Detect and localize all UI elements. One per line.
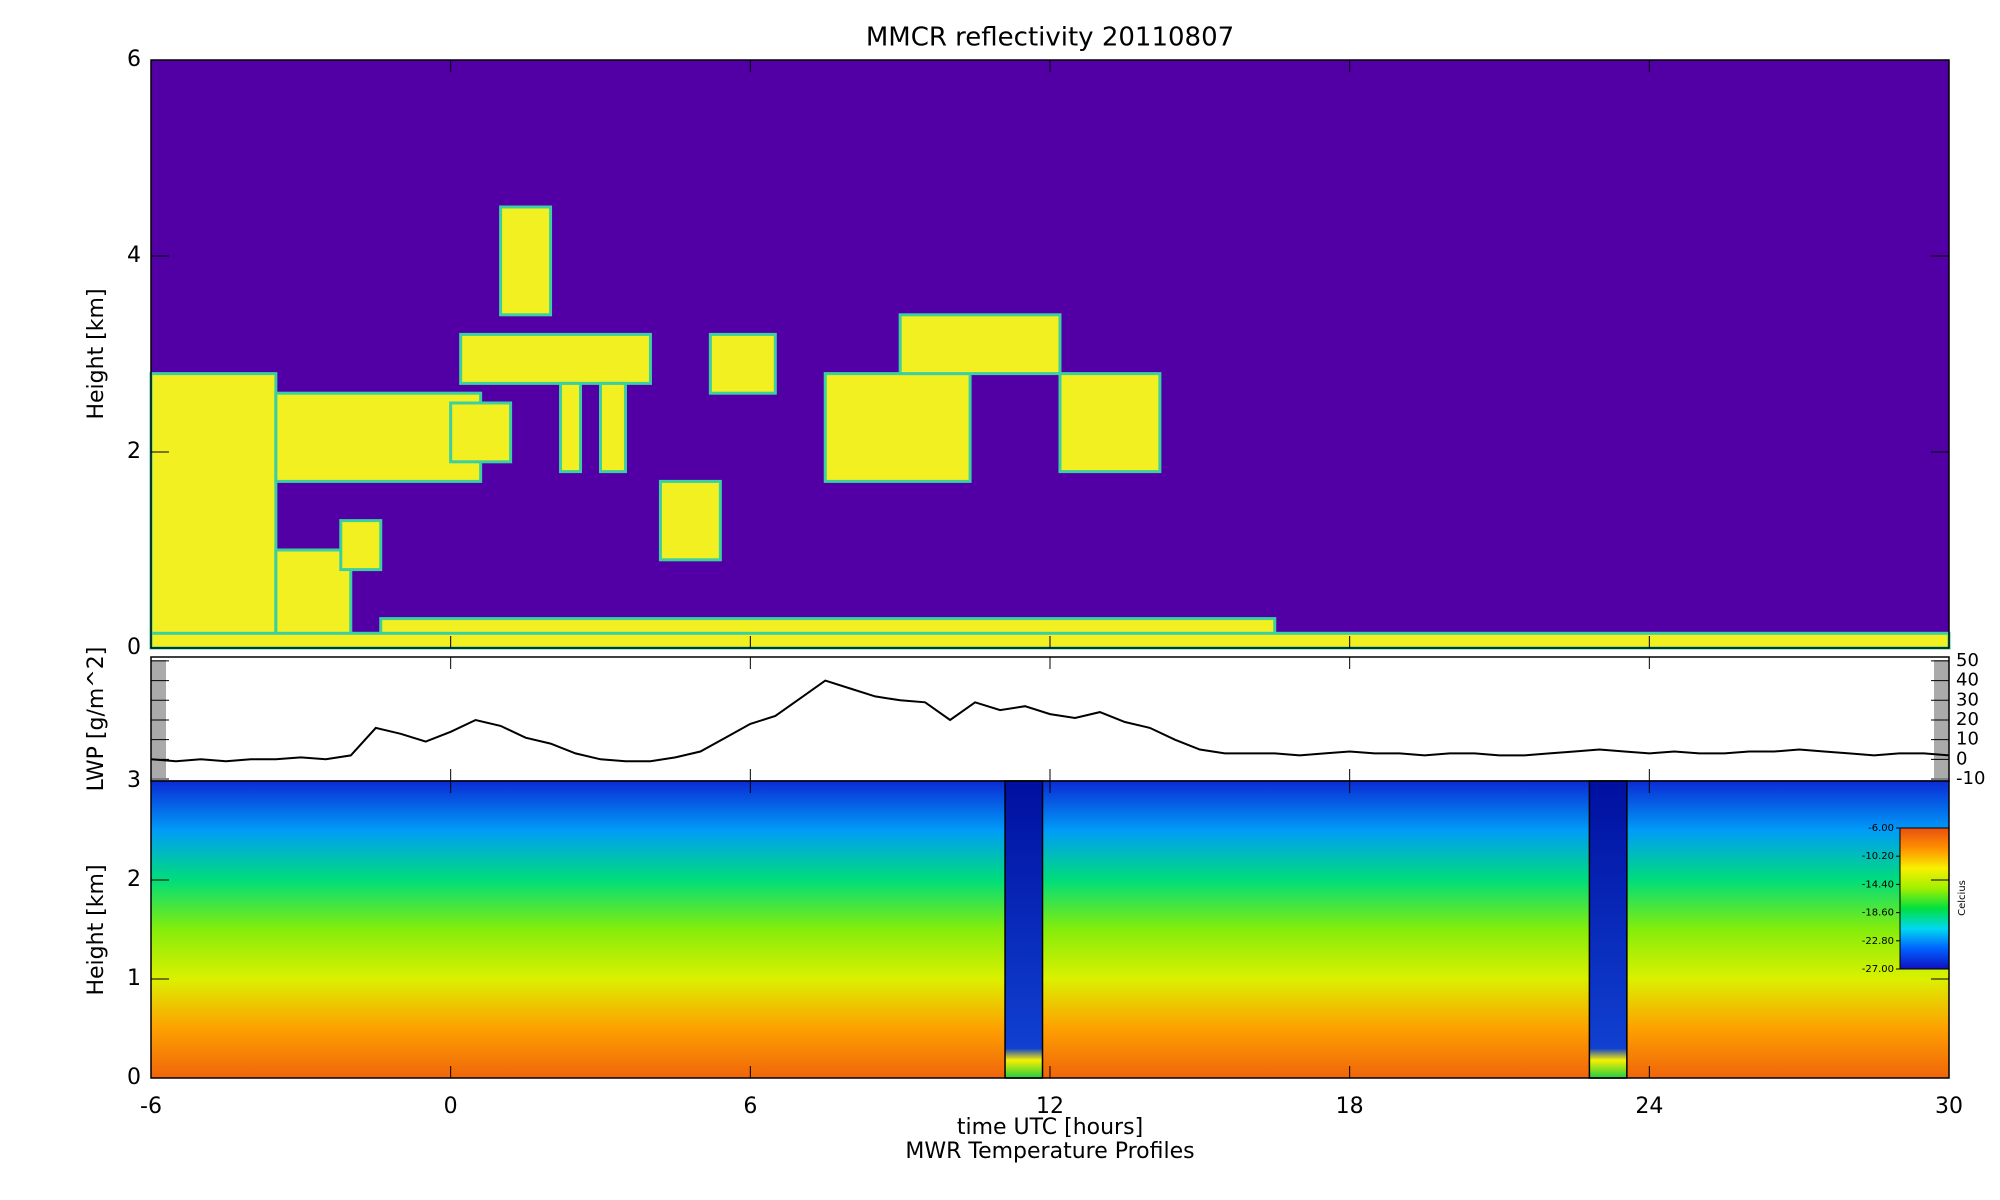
cloud-region [499,205,553,317]
colorbar-tick-label: -22.80 [1862,936,1894,947]
chart-title: MMCR reflectivity 20110807 [866,23,1234,53]
cloud-region [823,372,972,483]
y-axis-label: Height [km] [84,864,109,995]
colorbar-label: Celcius [1957,880,1968,916]
y-tick-label: 0 [127,635,141,660]
colorbar-tick-label: -14.40 [1862,879,1894,890]
colorbar-tick-label: -27.00 [1862,964,1894,975]
y-tick-label: 3 [127,768,141,793]
data-gap [1588,780,1628,1079]
y-tick-label: 2 [127,439,141,464]
y-tick-label: 6 [127,47,141,72]
cloud-region [599,381,627,474]
y-axis-label: LWP [g/m^2] [84,647,109,792]
colorbar [1899,827,1950,970]
temperature-field [151,781,1949,1078]
y-tick-label: 40 [1956,670,1979,691]
cloud-region [708,332,777,395]
y-tick-label: 1 [127,966,141,991]
cloud-region [274,548,353,640]
y-tick-label: 0 [127,1065,141,1090]
y-tick-label: 30 [1956,689,1979,710]
cloud-region [658,479,722,562]
cloud-region [1058,372,1162,474]
y-axis-label: Height [km] [84,288,109,419]
colorbar-tick-label: -18.60 [1862,908,1894,919]
cloud-region [274,391,483,483]
x-tick-label: 30 [1935,1094,1963,1119]
x-tick-label: 24 [1635,1094,1663,1119]
y-tick-label: 4 [127,243,141,268]
x-tick-label: -6 [140,1094,162,1119]
plot-frame [150,656,1950,782]
lwp-line [150,679,1950,763]
hatch [151,660,166,778]
cloud-region [898,313,1062,376]
y-tick-label: 10 [1956,729,1979,750]
x-tick-label: 6 [743,1094,757,1119]
cloud-region [559,381,583,474]
cloud-region [149,372,278,640]
data-gap [1004,780,1044,1079]
y-tick-label: -10 [1956,768,1985,789]
y-tick-label: 2 [127,867,141,892]
x-tick-label: 0 [444,1094,458,1119]
subtitle: MWR Temperature Profiles [905,1139,1194,1164]
x-tick-label: 18 [1336,1094,1364,1119]
x-axis-label: time UTC [hours] [957,1115,1143,1140]
cloud-region [449,401,513,464]
colorbar-tick-label: -6.00 [1868,823,1894,834]
x-tick-label: 12 [1036,1094,1064,1119]
hatch [1934,660,1949,778]
colorbar-tick-label: -10.20 [1862,851,1894,862]
y-tick-label: 50 [1956,650,1979,671]
y-tick-label: 20 [1956,709,1979,730]
cloud-region [339,519,383,572]
cloud-region [459,332,652,385]
y-tick-label: 0 [1956,748,1967,769]
